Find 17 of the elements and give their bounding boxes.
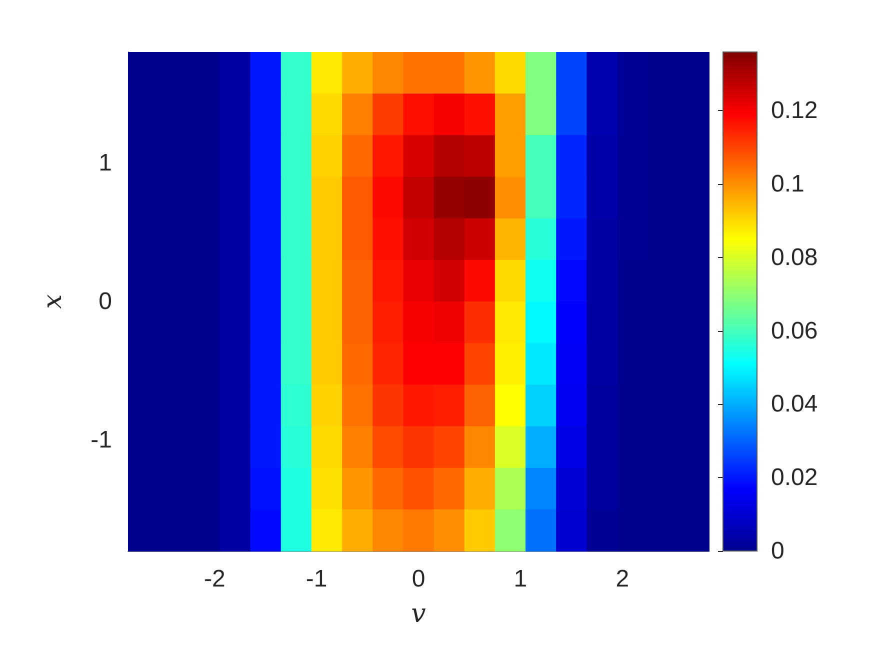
- color-bar-label: 0.1: [771, 170, 804, 198]
- color-bar-label: 0.08: [771, 244, 818, 271]
- y-tick-label: -1: [90, 426, 112, 454]
- y-tick-label: 0: [98, 288, 112, 315]
- color-bar-label: 0.04: [771, 390, 818, 418]
- color-bar-label: 0.12: [771, 97, 818, 124]
- color-bar-label: 0.06: [771, 317, 818, 344]
- color-bar-label: 0.02: [771, 464, 818, 492]
- color-bar-label: 0: [771, 538, 784, 564]
- x-tick-label: 1: [514, 566, 528, 592]
- x-tick-label: -1: [306, 566, 328, 592]
- x-axis-title: v: [411, 599, 426, 629]
- y-axis-title: x: [38, 294, 68, 309]
- x-tick-label: 0: [412, 566, 426, 592]
- x-tick-label: 2: [616, 566, 630, 592]
- y-tick-label: 1: [98, 149, 112, 176]
- x-tick-label: -2: [204, 566, 226, 592]
